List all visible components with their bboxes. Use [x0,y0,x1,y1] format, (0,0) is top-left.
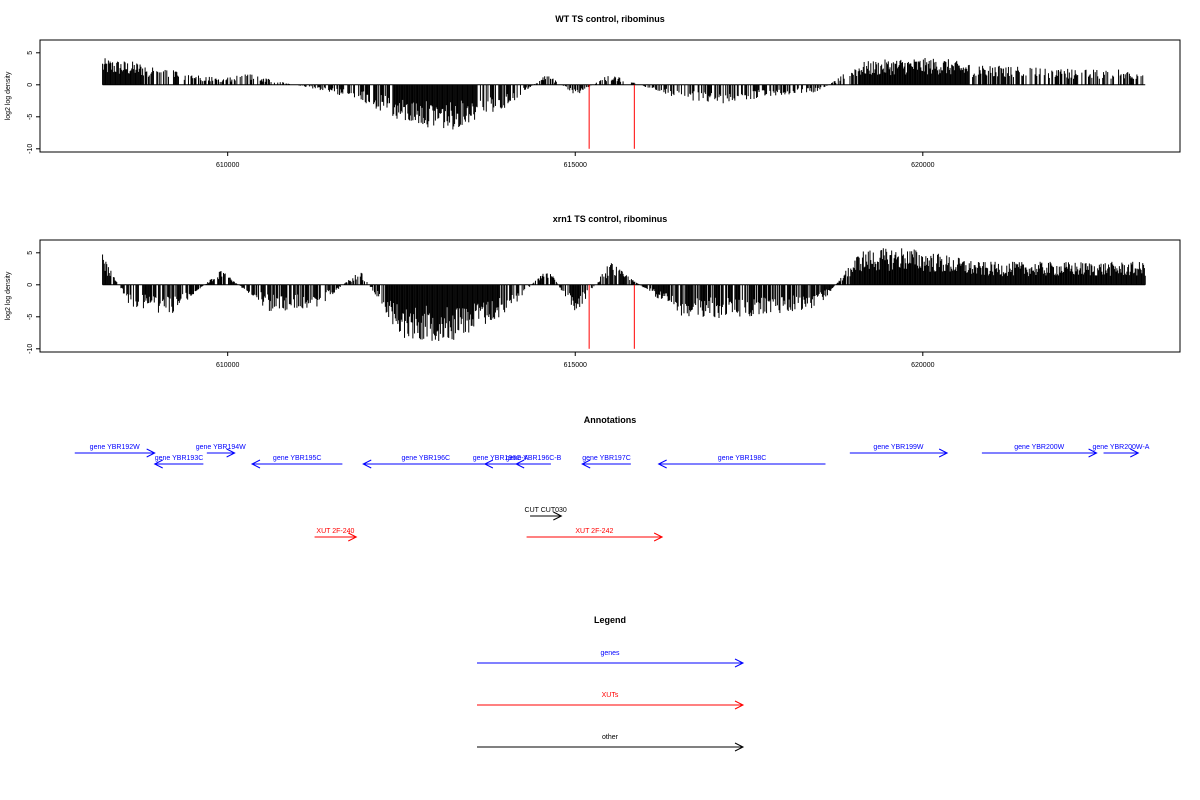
track-panel-2: xrn1 TS control, ribominus log2 log densi… [5,214,1181,369]
y-tick-label: -5 [27,314,34,320]
feature-gene-ybr200w: gene YBR200W [981,444,1098,458]
feature-label: XUT 2F-240 [316,528,354,535]
panel-title: WT TS control, ribominus [555,14,665,24]
y-axis-label: log2 log density [5,271,12,320]
feature-label: XUT 2F-242 [575,528,613,535]
arrow-head [653,532,664,542]
feature-gene-ybr196c-b: gene YBR196C-B [506,455,562,469]
feature-label: gene YBR199W [873,444,923,451]
feature-label: gene YBR192W [90,444,140,451]
arrow-head [362,459,372,469]
x-tick-label: 615000 [564,162,587,169]
feature-gene-ybr196c: gene YBR196C [362,455,489,469]
coverage-bars [102,248,1146,341]
plot-frame [39,239,1181,353]
y-tick-label: -5 [27,114,34,120]
feature-gene-ybr193c: gene YBR193C [153,455,204,469]
feature-label: gene YBR194W [196,444,246,451]
feature-gene-ybr200w-a: gene YBR200W-A [1092,444,1150,458]
feature-gene-ybr194w: gene YBR194W [196,444,246,458]
arrow-head [734,742,745,752]
arrow-head [734,700,745,710]
feature-label: gene YBR193C [155,455,204,462]
feature-label: CUT CUT030 [525,507,567,514]
arrow-head [515,459,525,469]
feature-gene-ybr197c: gene YBR197C [581,455,631,469]
arrow-head [226,448,236,458]
panel-title: xrn1 TS control, ribominus [553,214,668,224]
feature-label: gene YBR195C [273,455,322,462]
plot-frame [39,39,1181,153]
legend-label: genes [600,650,620,657]
arrow-head [483,459,494,469]
feature-gene-ybr195c: gene YBR195C [250,455,343,469]
feature-label: gene YBR200W [1014,444,1064,451]
annotations-track: Annotations gene YBR192W gene YBR193C gene … [74,415,1150,542]
feature-gene-ybr192w: gene YBR192W [74,444,156,458]
arrow-head [146,448,156,458]
arrow-head [250,459,261,469]
coverage-bars [102,58,1144,130]
legend-label: XUTs [602,692,619,699]
feature-label: gene YBR196C-B [506,455,562,462]
y-tick-label: 5 [27,51,34,55]
feature-label: gene YBR196C-A [473,455,529,462]
arrow-head [1130,448,1140,458]
arrow-head [348,532,358,542]
arrow-head [734,658,745,668]
feature-xut-2f-240: XUT 2F-240 [314,528,358,542]
y-tick-label: -10 [27,144,34,154]
feature-gene-ybr196c-a: gene YBR196C-A [473,455,529,469]
arrow-head [938,448,949,458]
arrow-head [581,459,591,469]
feature-cut-cut030: CUT CUT030 [525,507,567,521]
feature-gene-ybr198c: gene YBR198C [657,455,826,469]
x-tick-label: 620000 [911,162,934,169]
arrow-head [1088,448,1098,458]
annotations-title: Annotations [584,415,637,425]
track-panel-1: WT TS control, ribominus log2 log density… [5,14,1181,169]
arrow-head [657,459,667,469]
y-tick-label: 5 [27,251,34,255]
arrow-head [553,511,563,521]
feature-xut-2f-242: XUT 2F-242 [526,528,664,542]
legend-label: other [602,734,619,741]
feature-label: gene YBR196C [402,455,451,462]
feature-label: gene YBR197C [582,455,631,462]
x-tick-label: 620000 [911,362,934,369]
legend: Legend genes XUTs other [477,615,745,752]
legend-title: Legend [594,615,626,625]
x-tick-label: 610000 [216,162,239,169]
x-tick-label: 610000 [216,362,239,369]
feature-label: gene YBR198C [718,455,767,462]
y-tick-label: -10 [27,344,34,354]
y-tick-label: 0 [27,283,34,287]
feature-gene-ybr199w: gene YBR199W [849,444,949,458]
arrow-head [153,459,163,469]
y-axis-label: log2 log density [5,71,12,120]
feature-label: gene YBR200W-A [1092,444,1149,451]
x-tick-label: 615000 [564,362,587,369]
y-tick-label: 0 [27,83,34,87]
